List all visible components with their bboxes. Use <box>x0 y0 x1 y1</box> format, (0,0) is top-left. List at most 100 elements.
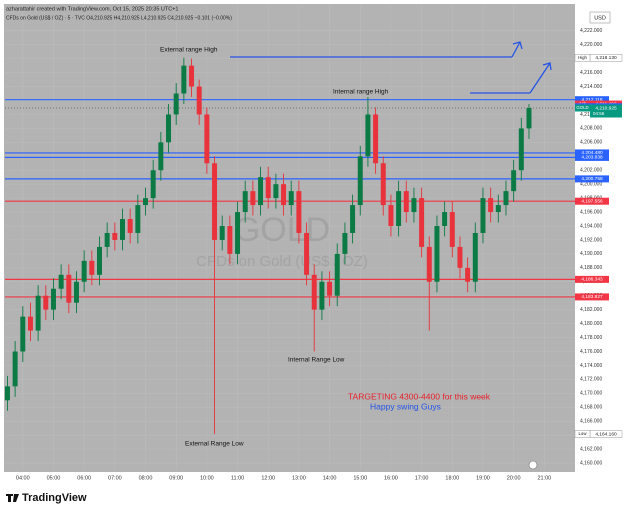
x-tick-label: 11:00 <box>231 475 244 481</box>
candle-body <box>373 114 379 164</box>
level-tag-label: 4,197.556 <box>581 198 603 204</box>
candle-body <box>503 191 509 206</box>
candle-body <box>388 205 394 226</box>
candle-body <box>96 246 102 275</box>
drawings <box>230 41 552 94</box>
candle-body <box>150 170 156 199</box>
y-tick-label: 4,194.000 <box>580 223 602 229</box>
candle-body <box>472 232 478 282</box>
candle-body <box>380 163 386 206</box>
currency: USD <box>594 15 606 21</box>
level-tag <box>575 149 609 157</box>
level-tag-label: 4,203.838 <box>581 155 603 161</box>
level-tag <box>575 197 609 205</box>
candle-body <box>304 232 310 275</box>
tag-box <box>574 430 591 438</box>
price-tag-value: 4,210.925 <box>595 105 617 111</box>
price-axis <box>575 4 621 472</box>
time-axis <box>4 472 575 486</box>
drawing-line <box>529 62 551 94</box>
candle-body <box>43 295 49 310</box>
candle-body <box>204 114 210 164</box>
grid <box>5 5 575 470</box>
byline: azharattahir created with TradingView.co… <box>6 6 178 12</box>
candle-body <box>242 191 248 213</box>
candle-body <box>442 212 448 226</box>
y-tick-label: 4,200.000 <box>580 181 602 187</box>
annotations: External range High Internal range High In… <box>160 47 491 448</box>
symbol-line: CFDs on Gold (US$ / OZ) · 5 · TVC O4,210… <box>6 15 232 21</box>
x-tick-label: 18:00 <box>445 475 459 481</box>
y-tick-label: 4,216.000 <box>580 70 602 76</box>
y-tick-label: 4,178.000 <box>580 335 602 341</box>
candle-body <box>35 295 41 331</box>
candle-body <box>426 246 432 282</box>
level-tag-label: 4,212.118 <box>582 97 603 103</box>
arrow-head <box>542 62 552 71</box>
candle-body <box>66 274 72 303</box>
x-tick-label: 21:00 <box>537 475 551 481</box>
level-tag-label: 4,186.343 <box>581 277 603 283</box>
level-tag-label: 4,204.480 <box>581 150 603 156</box>
x-tick-label: 10:00 <box>200 475 214 481</box>
price-tag <box>590 104 622 118</box>
replay-icon[interactable] <box>528 460 538 470</box>
candle-body <box>350 205 356 233</box>
annotation: External range High <box>160 47 218 54</box>
annotation: Internal range High <box>333 89 389 96</box>
candle-body <box>173 93 179 115</box>
y-tick-label: 4,172.000 <box>580 377 602 383</box>
y-tick-label: 4,196.000 <box>580 209 602 215</box>
candle-body <box>50 288 56 310</box>
candle-body <box>235 212 241 254</box>
candle-body <box>265 177 271 199</box>
y-tick-label: 4,170.000 <box>580 391 602 397</box>
candles <box>4 57 532 435</box>
y-tick-label: 4,208.000 <box>580 126 602 132</box>
level-tag <box>575 153 609 161</box>
y-tick-label: 4,206.000 <box>580 140 602 146</box>
brand-logo <box>6 494 19 502</box>
y-tick-label: 4,162.000 <box>580 446 602 452</box>
candle-body <box>4 386 10 401</box>
tag-name: GOLD <box>576 105 588 110</box>
annotation: External Range Low <box>185 441 244 448</box>
y-tick-label: 4,220.000 <box>580 42 602 48</box>
candle-body <box>526 108 532 129</box>
candle-body <box>434 225 440 282</box>
candle-body <box>135 205 141 233</box>
candle-body <box>127 219 133 233</box>
candle-body <box>419 198 425 247</box>
tag-name: Low <box>579 431 588 436</box>
candle-body <box>12 351 18 387</box>
x-tick-label: 06:00 <box>77 475 91 481</box>
candle-body <box>281 184 287 206</box>
x-tick-label: 09:00 <box>169 475 183 481</box>
candle-body <box>89 260 95 275</box>
candle-body <box>288 191 294 206</box>
candle-body <box>365 114 371 157</box>
level-tag <box>575 96 609 104</box>
candle-body <box>357 156 363 206</box>
candle-body <box>403 191 409 213</box>
candle-body <box>196 86 202 115</box>
candle-body <box>20 316 26 352</box>
candle-body <box>166 114 172 143</box>
candle-body <box>104 232 110 247</box>
level-tag-label: 4,200.758 <box>581 176 603 182</box>
y-tick-label: 4,188.000 <box>580 265 602 271</box>
watermark: GOLD CFDs on Gold (US$ / OZ) <box>196 211 368 270</box>
x-tick-label: 05:00 <box>47 475 61 481</box>
arrow-head <box>512 41 523 50</box>
x-tick-label: 16:00 <box>384 475 398 481</box>
y-tick-label: 4,222.000 <box>580 28 602 34</box>
candle-body <box>219 225 225 240</box>
candle-body <box>465 267 471 282</box>
candle-body <box>311 274 317 310</box>
annotation: Internal Range Low <box>288 357 345 364</box>
candle-body <box>296 191 302 233</box>
level-tag <box>575 275 609 283</box>
watermark-description: CFDs on Gold (US$ / OZ) <box>196 253 368 270</box>
y-tick-label: 4,166.000 <box>580 419 602 425</box>
